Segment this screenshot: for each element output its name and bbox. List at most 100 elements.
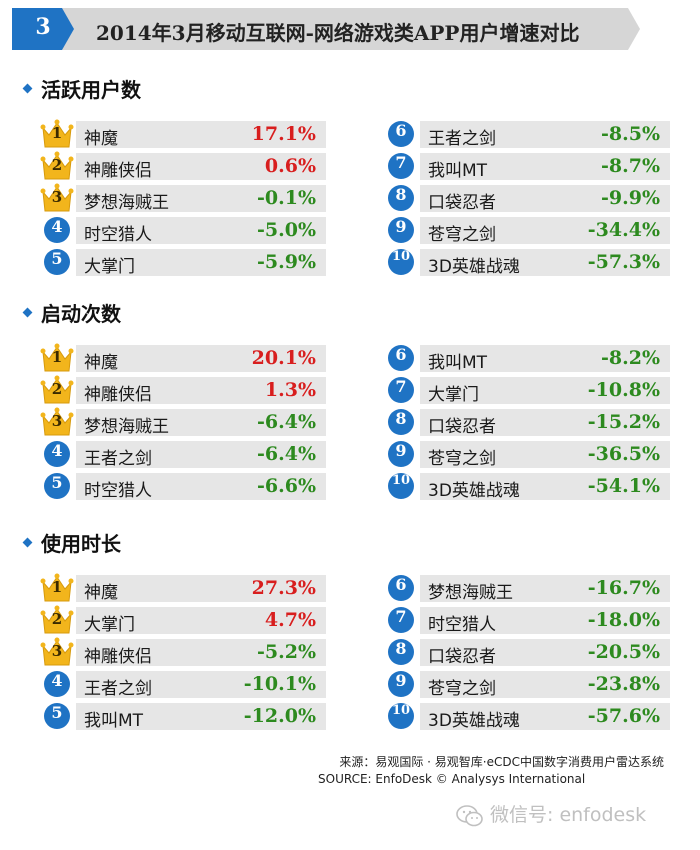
growth-value: -8.5% (601, 123, 660, 145)
ranking-row: 2 大掌门 4.7% (40, 605, 326, 635)
row-bar (420, 409, 670, 436)
diamond-bullet-icon (22, 537, 33, 548)
row-bar (420, 185, 670, 212)
row-bar (76, 703, 326, 730)
growth-value: -0.1% (257, 187, 316, 209)
ranking-row: 5 大掌门 -5.9% (40, 248, 326, 277)
game-name: 时空猎人 (84, 481, 152, 501)
game-name: 我叫MT (428, 353, 488, 373)
row-bar (76, 607, 326, 634)
rank-badge: 10 (388, 473, 414, 499)
rank-badge: 5 (44, 703, 70, 729)
row-bar (420, 377, 670, 404)
row-bar (76, 249, 326, 276)
rank-badge: 10 (388, 249, 414, 275)
growth-value: -34.4% (587, 219, 660, 241)
row-bar (76, 153, 326, 180)
game-name: 梦想海贼王 (84, 193, 169, 213)
rank-badge: 9 (388, 671, 414, 697)
row-bar (420, 153, 670, 180)
game-name: 时空猎人 (84, 225, 152, 245)
ranking-row: 3 梦想海贼王 -6.4% (40, 407, 326, 437)
growth-value: -57.6% (587, 705, 660, 727)
ranking-row: 10 3D英雄战魂 -57.6% (384, 702, 670, 731)
crown-icon (40, 573, 74, 602)
growth-value: -5.2% (257, 641, 316, 663)
crown-icon (40, 605, 74, 634)
rank-number: 1 (51, 578, 63, 596)
rank-badge: 6 (388, 121, 414, 147)
growth-value: -8.7% (601, 155, 660, 177)
rank-badge: 7 (388, 377, 414, 403)
ranking-row: 9 苍穹之剑 -34.4% (384, 216, 670, 245)
row-bar (76, 121, 326, 148)
ranking-row: 4 王者之剑 -6.4% (40, 440, 326, 469)
growth-value: -57.3% (587, 251, 660, 273)
ranking-row: 8 口袋忍者 -9.9% (384, 184, 670, 213)
row-bar (420, 607, 670, 634)
game-name: 王者之剑 (428, 129, 496, 149)
row-bar (420, 703, 670, 730)
source-en: SOURCE: EnfoDesk © Analysys Internationa… (318, 772, 586, 786)
watermark-text: 微信号: enfodesk (490, 804, 647, 826)
page-title: 2014年3月移动互联网-网络游戏类APP用户增速对比 (96, 21, 580, 45)
row-bar (420, 249, 670, 276)
growth-value: -9.9% (601, 187, 660, 209)
ranking-row: 9 苍穹之剑 -36.5% (384, 440, 670, 469)
diamond-bullet-icon (22, 307, 33, 318)
crown-icon (40, 343, 74, 372)
game-name: 梦想海贼王 (84, 417, 169, 437)
row-bar (76, 473, 326, 500)
ranking-row: 1 神魔 27.3% (40, 573, 326, 603)
game-name: 神魔 (84, 353, 118, 373)
rank-badge: 9 (388, 217, 414, 243)
ranking-row: 8 口袋忍者 -15.2% (384, 408, 670, 437)
growth-value: -6.4% (257, 411, 316, 433)
game-name: 3D英雄战魂 (428, 711, 520, 731)
game-name: 王者之剑 (84, 679, 152, 699)
rank-badge: 9 (388, 441, 414, 467)
growth-value: -6.4% (257, 443, 316, 465)
growth-value: -8.2% (601, 347, 660, 369)
row-bar (76, 345, 326, 372)
ranking-row: 3 神雕侠侣 -5.2% (40, 637, 326, 667)
row-bar (420, 217, 670, 244)
rank-number: 1 (51, 348, 63, 366)
ranking-row: 4 王者之剑 -10.1% (40, 670, 326, 699)
section-title-text: 启动次数 (41, 302, 121, 326)
growth-value: -18.0% (587, 609, 660, 631)
game-name: 大掌门 (84, 615, 135, 635)
rank-badge: 5 (44, 473, 70, 499)
growth-value: 0.6% (264, 155, 316, 177)
growth-value: 17.1% (251, 123, 316, 145)
section-title: 启动次数 (22, 298, 121, 327)
row-bar (76, 671, 326, 698)
game-name: 3D英雄战魂 (428, 481, 520, 501)
game-name: 口袋忍者 (428, 647, 496, 667)
game-name: 大掌门 (428, 385, 479, 405)
growth-value: -20.5% (587, 641, 660, 663)
ranking-row: 5 我叫MT -12.0% (40, 702, 326, 731)
ranking-row: 1 神魔 20.1% (40, 343, 326, 373)
game-name: 苍穹之剑 (428, 679, 496, 699)
row-bar (76, 441, 326, 468)
growth-value: -10.8% (587, 379, 660, 401)
rank-number: 2 (51, 156, 63, 174)
rank-badge: 8 (388, 409, 414, 435)
ranking-row: 7 我叫MT -8.7% (384, 152, 670, 181)
ranking-row: 2 神雕侠侣 1.3% (40, 375, 326, 405)
rank-number: 3 (51, 188, 63, 206)
growth-value: 20.1% (251, 347, 316, 369)
ranking-row: 7 大掌门 -10.8% (384, 376, 670, 405)
growth-value: -16.7% (587, 577, 660, 599)
rank-badge: 4 (44, 441, 70, 467)
section-badge (12, 8, 74, 50)
growth-value: -54.1% (587, 475, 660, 497)
row-bar (76, 185, 326, 212)
rank-badge: 6 (388, 345, 414, 371)
rank-badge: 5 (44, 249, 70, 275)
row-bar (420, 473, 670, 500)
growth-value: -23.8% (587, 673, 660, 695)
section-title-text: 活跃用户数 (41, 78, 141, 102)
growth-value: -10.1% (243, 673, 316, 695)
